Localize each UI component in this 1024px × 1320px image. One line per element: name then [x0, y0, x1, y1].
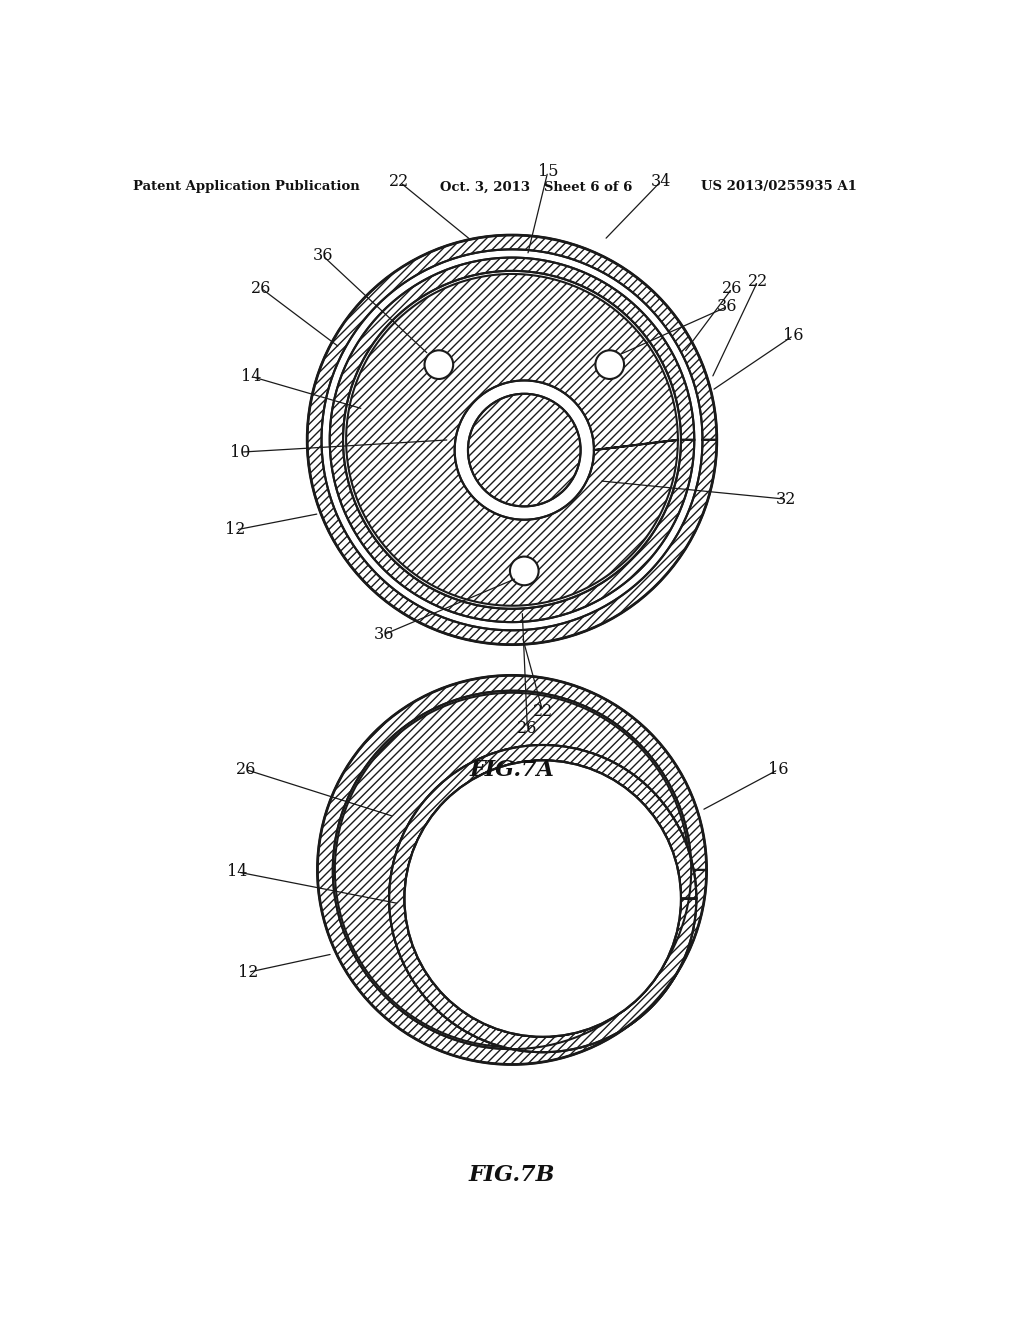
Circle shape	[510, 557, 539, 585]
Text: 12: 12	[238, 964, 258, 981]
Text: 22: 22	[389, 173, 410, 190]
Text: 36: 36	[312, 247, 333, 264]
Circle shape	[404, 760, 681, 1036]
Text: 14: 14	[241, 368, 261, 385]
Text: 22: 22	[748, 273, 768, 289]
Circle shape	[468, 393, 581, 507]
Polygon shape	[330, 257, 694, 622]
Text: 22: 22	[532, 702, 553, 719]
Text: FIG.7A: FIG.7A	[470, 759, 554, 780]
Polygon shape	[346, 275, 678, 606]
Text: 26: 26	[722, 280, 742, 297]
Circle shape	[425, 350, 454, 379]
Text: 26: 26	[517, 721, 538, 737]
Polygon shape	[389, 744, 696, 1052]
Text: 26: 26	[236, 762, 256, 777]
Text: 16: 16	[768, 762, 788, 777]
Text: 15: 15	[538, 164, 558, 180]
Polygon shape	[317, 676, 707, 1064]
Text: 34: 34	[650, 173, 671, 190]
Text: Oct. 3, 2013   Sheet 6 of 6: Oct. 3, 2013 Sheet 6 of 6	[440, 181, 633, 194]
Text: 16: 16	[783, 327, 804, 345]
Polygon shape	[335, 693, 696, 1052]
Text: 32: 32	[776, 491, 797, 508]
Text: 10: 10	[230, 444, 251, 461]
Text: Patent Application Publication: Patent Application Publication	[133, 181, 359, 194]
Text: 36: 36	[374, 626, 394, 643]
Text: 36: 36	[717, 298, 737, 315]
Text: US 2013/0255935 A1: US 2013/0255935 A1	[701, 181, 857, 194]
Text: 26: 26	[251, 280, 271, 297]
Text: FIG.7B: FIG.7B	[469, 1164, 555, 1187]
Circle shape	[595, 350, 624, 379]
Polygon shape	[307, 235, 717, 644]
Text: 14: 14	[227, 863, 248, 880]
Text: 12: 12	[225, 521, 246, 539]
